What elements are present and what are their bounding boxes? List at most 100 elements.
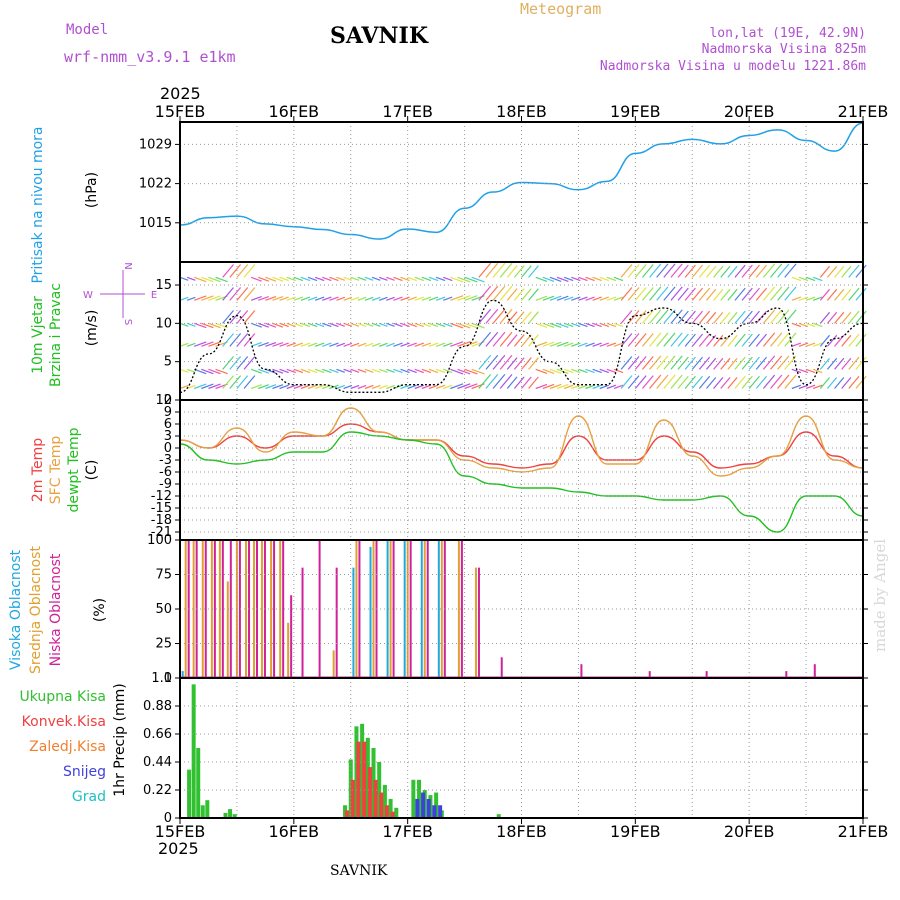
wind-barb [293, 384, 304, 390]
wind-barb [457, 341, 471, 347]
wind-barb [784, 309, 797, 324]
wind-barb [556, 368, 569, 375]
wind-barb [698, 356, 711, 370]
wind-barb [236, 356, 249, 370]
wind-barb [571, 342, 581, 347]
wind-barb [464, 368, 478, 375]
cloud-ylabel: Srednja Oblacnost [28, 546, 44, 674]
wind-barb [506, 334, 518, 347]
wind-barb [698, 375, 711, 389]
x-tick-label-top: 21FEB [838, 102, 889, 121]
wind-barb [684, 356, 696, 370]
wind-barb [592, 342, 602, 347]
wind-barb [826, 377, 838, 389]
wind-barb [492, 262, 506, 278]
wind-barb [571, 296, 581, 301]
y-tick-label: -15 [151, 501, 172, 516]
wind-barb [720, 288, 731, 301]
temp-unit: (C) [84, 460, 100, 481]
wind-barb [698, 287, 711, 301]
precip-bar [415, 798, 420, 818]
wind-barb [834, 288, 845, 301]
y-tick-label: 1.1 [151, 671, 172, 686]
precip-bar [411, 779, 416, 818]
wind-barb [521, 334, 532, 347]
wind-barb [848, 356, 860, 370]
wind-barb [279, 322, 289, 328]
wind-barb [336, 276, 345, 281]
wind-barb [770, 263, 783, 278]
wind-barb [663, 355, 676, 370]
wind-barb [748, 310, 760, 324]
wind-barb [457, 276, 471, 283]
wind-barb [599, 384, 609, 390]
precip-bar [438, 805, 443, 818]
y-tick-label: 9 [164, 405, 172, 420]
wind-barb [350, 384, 360, 390]
wind-barb [812, 296, 823, 301]
wind-barb [770, 332, 783, 347]
wind-barb [855, 287, 867, 301]
wind-barb [364, 322, 374, 327]
precip-legend-item: Snijeg [63, 764, 106, 780]
wind-barb [322, 296, 332, 301]
wind-barb [499, 331, 513, 347]
y-tick-label: 3 [164, 429, 172, 444]
x-tick-label-bottom: 18FEB [496, 822, 547, 841]
wind-barb [329, 342, 339, 347]
wind-barb [336, 342, 345, 347]
x-tick-label-top: 20FEB [724, 102, 775, 121]
wind-barb [258, 322, 269, 328]
wind-barb [834, 377, 845, 389]
wind-barb [329, 296, 339, 301]
precip-bar [432, 805, 437, 818]
wind-barb [670, 286, 683, 301]
wind-barb [322, 276, 332, 282]
wind-barb [777, 374, 790, 389]
compass-s: S [122, 319, 133, 325]
wind-barb [819, 334, 831, 347]
wind-barb [585, 368, 595, 374]
wind-barb [201, 341, 214, 347]
wind-barb [706, 357, 717, 370]
wind-barb [805, 342, 816, 347]
wind-barb [435, 384, 446, 390]
wind-barb [848, 375, 860, 389]
wind-barb [279, 368, 289, 374]
wind-barb [443, 296, 453, 301]
pressure-ylabel: Pritisak na nivou mora [30, 126, 46, 283]
temp-ylabel: 2m Temp [30, 438, 46, 502]
wind-barb [706, 311, 717, 324]
wind-barb [286, 296, 296, 301]
model-elevation-label: Nadmorska Visina u modelu 1221.86m [600, 59, 866, 74]
temp-series-line [179, 407, 864, 477]
wind-barb [656, 374, 669, 389]
precip-bar [379, 792, 384, 818]
wind-barb [179, 342, 189, 347]
wind-barb [236, 310, 249, 324]
year-top: 2025 [160, 84, 201, 103]
wind-barb [229, 333, 242, 347]
wind-barb [492, 331, 506, 347]
wind-barb [578, 384, 588, 390]
pressure-unit: (hPa) [84, 172, 100, 208]
wind-barb [478, 331, 492, 347]
wind-barb [599, 342, 609, 347]
wind-barb [208, 322, 221, 329]
wind-barb [542, 322, 555, 329]
wind-barb [435, 368, 446, 374]
wind-barb [755, 264, 768, 278]
wind-ylabel: 10m Vjetar [30, 296, 46, 374]
wind-barb [243, 287, 256, 301]
wind-barb [513, 334, 525, 347]
wind-barb [535, 341, 548, 347]
wind-barb [549, 295, 562, 301]
wind-barb [620, 287, 633, 301]
precip-bar [390, 811, 395, 818]
wind-barb [677, 333, 689, 347]
wind-barb [215, 322, 228, 329]
wind-barb [343, 296, 353, 301]
wind-barb [371, 342, 381, 347]
wind-barb [485, 331, 499, 347]
wind-barb [826, 288, 838, 301]
